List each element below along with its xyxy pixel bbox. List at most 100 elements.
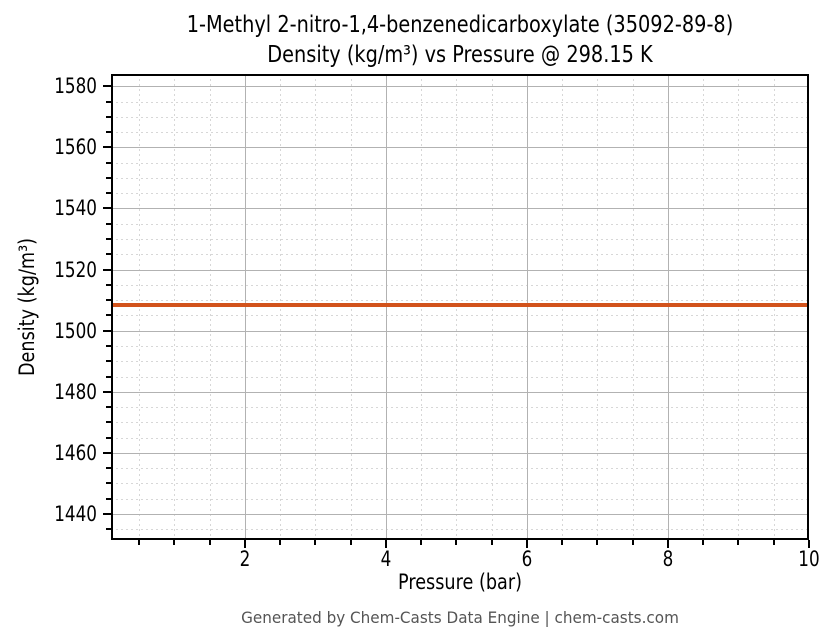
y-minor-gridline (111, 407, 809, 409)
y-tick-label: 1480 (54, 379, 97, 404)
y-minor-gridline (111, 437, 809, 439)
y-tick-label: 1560 (54, 135, 97, 160)
y-major-tick (103, 390, 111, 393)
x-minor-gridline (315, 74, 317, 540)
y-minor-gridline (111, 468, 809, 470)
y-minor-gridline (111, 177, 809, 179)
x-minor-tick (173, 540, 176, 545)
y-minor-gridline (111, 483, 809, 485)
x-minor-gridline (209, 74, 211, 540)
y-major-gridline (111, 269, 809, 271)
y-minor-gridline (111, 193, 809, 195)
y-major-tick (103, 85, 111, 88)
y-minor-tick (106, 299, 111, 302)
x-minor-tick (772, 540, 775, 545)
y-minor-tick (106, 528, 111, 531)
footer-attribution: Generated by Chem-Casts Data Engine | ch… (241, 608, 679, 627)
x-major-gridline (385, 74, 387, 540)
x-minor-gridline (280, 74, 282, 540)
x-minor-tick (490, 540, 493, 545)
y-minor-gridline (111, 162, 809, 164)
y-tick-label: 1500 (54, 318, 97, 343)
y-major-tick (103, 207, 111, 210)
y-minor-gridline (111, 300, 809, 302)
y-minor-tick (106, 497, 111, 500)
x-minor-tick (737, 540, 740, 545)
x-minor-tick (631, 540, 634, 545)
y-minor-gridline (111, 116, 809, 118)
y-minor-gridline (111, 361, 809, 363)
y-major-tick (103, 329, 111, 332)
x-major-tick (808, 540, 810, 548)
y-major-tick (103, 513, 111, 516)
x-minor-gridline (491, 74, 493, 540)
y-minor-tick (106, 406, 111, 409)
y-minor-tick (106, 253, 111, 256)
x-tick-label: 4 (380, 547, 392, 571)
x-minor-gridline (773, 74, 775, 540)
y-minor-tick (106, 192, 111, 195)
y-minor-gridline (111, 284, 809, 286)
y-minor-tick (106, 100, 111, 103)
y-tick-label: 1520 (54, 257, 97, 282)
y-tick-label: 1540 (54, 196, 97, 221)
chart-title-line2: Density (kg/m³) vs Pressure @ 298.15 K (267, 42, 653, 68)
x-minor-tick (561, 540, 564, 545)
y-major-gridline (111, 330, 809, 332)
x-major-gridline (526, 74, 528, 540)
x-minor-tick (702, 540, 705, 545)
x-minor-tick (455, 540, 458, 545)
y-major-gridline (111, 208, 809, 210)
x-minor-gridline (738, 74, 740, 540)
y-minor-tick (106, 467, 111, 470)
x-minor-gridline (421, 74, 423, 540)
y-minor-gridline (111, 239, 809, 240)
x-minor-gridline (632, 74, 634, 540)
y-minor-tick (106, 238, 111, 240)
y-minor-gridline (111, 101, 809, 103)
y-minor-tick (106, 421, 111, 424)
y-minor-gridline (111, 315, 809, 317)
x-minor-gridline (703, 74, 705, 540)
y-minor-gridline (111, 376, 809, 378)
x-tick-label: 6 (521, 547, 533, 571)
density-series-line (111, 302, 809, 307)
x-minor-gridline (597, 74, 599, 540)
x-tick-label: 8 (662, 547, 674, 571)
y-major-gridline (111, 514, 809, 516)
x-minor-tick (314, 540, 317, 545)
y-major-gridline (111, 452, 809, 454)
x-major-gridline (667, 74, 669, 540)
x-axis-label: Pressure (bar) (398, 570, 522, 594)
y-tick-label: 1440 (54, 502, 97, 527)
x-minor-gridline (174, 74, 176, 540)
x-tick-label: 2 (239, 547, 251, 571)
x-major-tick (666, 540, 669, 548)
x-minor-gridline (350, 74, 352, 540)
y-minor-gridline (111, 254, 809, 256)
x-minor-tick (138, 540, 141, 545)
chart-title: 1-Methyl 2-nitro-1,4-benzenedicarboxylat… (167, 10, 753, 70)
y-minor-gridline (111, 223, 809, 225)
y-axis-label: Density (kg/m³) (15, 237, 39, 377)
x-major-tick (243, 540, 246, 548)
y-minor-tick (106, 222, 111, 225)
y-minor-gridline (111, 498, 809, 500)
y-major-gridline (111, 391, 809, 393)
x-minor-tick (208, 540, 211, 545)
x-minor-tick (420, 540, 423, 545)
y-minor-tick (106, 375, 111, 378)
y-major-tick (103, 451, 111, 454)
x-major-gridline (244, 74, 246, 540)
x-minor-tick (349, 540, 352, 545)
y-major-tick (103, 268, 111, 271)
x-minor-gridline (139, 74, 141, 540)
chart-title-line1: 1-Methyl 2-nitro-1,4-benzenedicarboxylat… (186, 12, 734, 38)
y-minor-tick (106, 161, 111, 164)
x-major-tick (384, 540, 387, 548)
y-major-tick (103, 146, 111, 149)
y-minor-gridline (111, 422, 809, 424)
y-tick-label: 1580 (54, 74, 97, 99)
x-major-tick (525, 540, 528, 548)
x-minor-tick (596, 540, 599, 545)
